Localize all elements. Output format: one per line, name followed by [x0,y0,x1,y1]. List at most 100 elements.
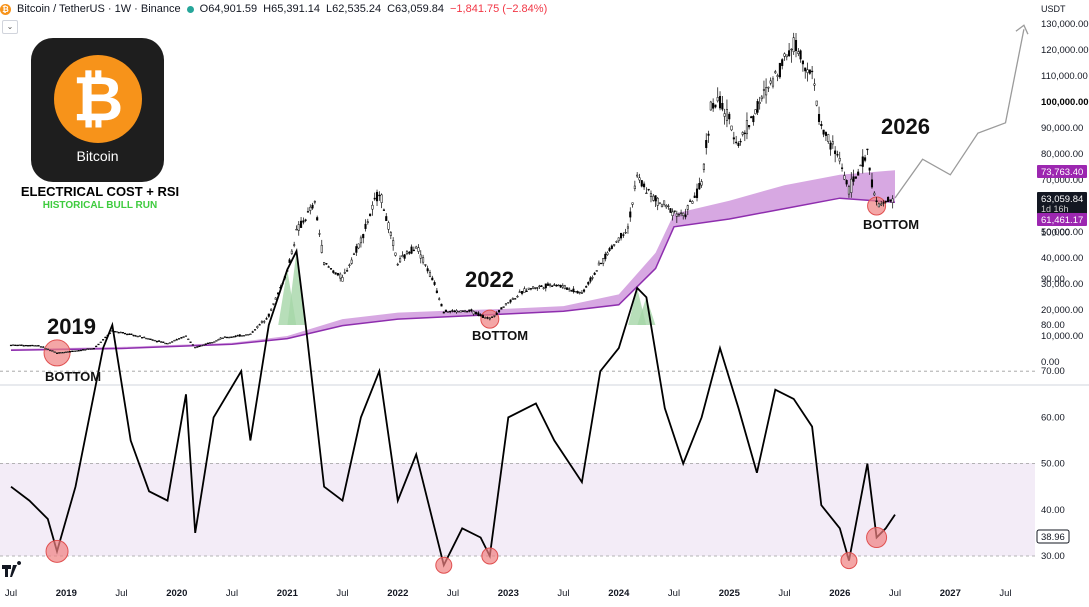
price-candle [16,344,19,347]
price-candle [428,269,432,278]
price-candle [504,303,507,306]
price-candle [236,334,239,337]
price-candle [778,62,781,79]
price-candle [339,272,342,282]
price-candle [638,173,641,184]
price-candle [88,348,91,350]
rsi-bottom-highlights [45,527,888,574]
price-candle [507,301,510,304]
price-candle [769,77,772,86]
price-candle [864,154,867,163]
market-status-dot [186,5,194,13]
price-candle [781,58,784,70]
price-candle [574,291,577,293]
price-candle [173,339,176,342]
price-candle [115,331,118,333]
price-candle [64,351,67,354]
price-candle [274,297,277,300]
price-candle [348,263,351,268]
price-candle [544,283,547,292]
price-candle [208,342,212,344]
price-candle [484,316,487,319]
time-tick-label: 2025 [719,588,741,599]
currency-label: USDT [1041,4,1066,14]
price-candle [215,340,218,342]
price-candle [451,309,454,313]
price-candle [591,275,594,281]
price-candle [488,316,491,321]
price-candle [799,49,802,63]
price-tick-label: 70,000.00 [1041,175,1083,186]
price-candle [824,131,827,142]
price-candle [355,243,358,256]
price-candle [459,310,462,313]
label-2019: 2019 [47,314,96,339]
price-candle [593,271,596,276]
price-candle [561,283,564,290]
bitcoin-coin-icon: ₿ [54,55,142,143]
time-tick-label: Jul [668,588,680,599]
time-tick-label: Jul [999,588,1011,599]
price-candle [758,96,761,110]
price-candle [130,333,133,335]
price-candle [371,201,374,216]
price-candle [26,344,30,347]
price-candle [790,48,793,63]
price-candle [516,294,519,298]
price-candle [845,179,848,187]
price-candle [834,146,837,163]
time-tick-label: 2023 [498,588,519,599]
band-lower-value: 61,461.17 [1041,215,1083,226]
price-candle [633,180,636,192]
price-candle [718,91,722,111]
price-candle [563,284,566,290]
rsi-guides [0,370,1035,557]
price-candle [309,204,312,215]
price-candle [302,217,305,225]
price-candle [184,335,188,337]
price-candle [636,172,639,178]
collapse-legend-button[interactable]: ⌄ [2,20,18,34]
price-candle [645,187,648,195]
bar-countdown: 1d 16h [1041,204,1069,214]
rsi-overbought-fills [278,251,656,325]
price-candle [493,315,496,318]
price-candle [164,342,167,345]
price-tick-label: 120,000.00 [1041,45,1089,56]
tradingview-logo[interactable] [2,561,22,577]
annotation-title: ELECTRICAL COST + RSI [20,184,180,199]
price-candle [204,343,207,346]
price-candle [838,151,841,165]
time-tick-label: 2020 [166,588,187,599]
price-candle [160,341,163,343]
band-upper-badge: 73,763.40 [1037,165,1087,178]
price-candle [22,344,25,347]
price-candle [327,265,330,268]
price-candle [422,254,425,265]
price-candle [702,163,705,173]
price-candle [297,221,300,236]
price-candle [242,335,246,337]
time-axis[interactable]: Jul 2019 Jul 2020 Jul 2021 Jul 2022 Jul 2023 Jul 20… [5,588,1012,599]
price-candle [136,335,139,338]
price-candle [9,344,13,347]
price-candle [707,130,710,143]
price-candle [168,342,171,344]
price-candle [223,336,226,338]
price-candle [698,177,701,190]
price-candle [155,340,158,343]
price-candle [336,272,339,277]
price-candle [75,350,78,352]
rsi-axis[interactable]: 100.00 90.00 80.00 70.00 60.00 50.00 40.00 30.0… [1041,228,1070,562]
price-candle [820,120,823,130]
label-2026: 2026 [881,114,930,139]
price-candle [44,348,47,350]
price-candle [290,248,293,255]
price-candle [663,200,666,207]
price-candle [675,210,678,223]
time-tick-label: 2022 [387,588,408,599]
price-candle [767,86,770,92]
price-candle [806,62,809,82]
symbol-title[interactable]: Bitcoin / TetherUS · 1W · Binance [17,3,181,15]
